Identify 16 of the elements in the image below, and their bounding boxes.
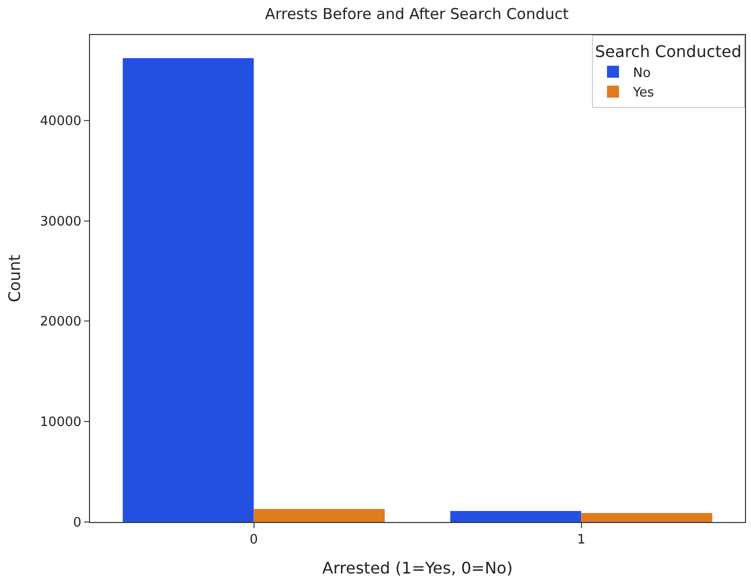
bar: [450, 510, 582, 522]
bar: [122, 58, 254, 522]
y-tick-label: 0: [73, 516, 82, 531]
legend-label: Yes: [632, 86, 654, 101]
x-tick-label: 1: [577, 532, 586, 548]
y-tick-label: 10000: [40, 415, 82, 430]
y-tick-label: 20000: [40, 314, 82, 330]
y-tick-label: 40000: [40, 114, 82, 129]
bar: [254, 508, 385, 522]
y-tick-label: 30000: [40, 214, 82, 230]
x-axis-title: Arrested (1=Yes, 0=No): [322, 558, 513, 578]
legend-title: Search Conducted: [595, 42, 742, 61]
legend-label: No: [633, 66, 651, 81]
bar: [581, 512, 712, 522]
chart-title: Arrests Before and After Search Conduct: [264, 5, 569, 24]
y-axis-title: Count: [4, 254, 24, 302]
